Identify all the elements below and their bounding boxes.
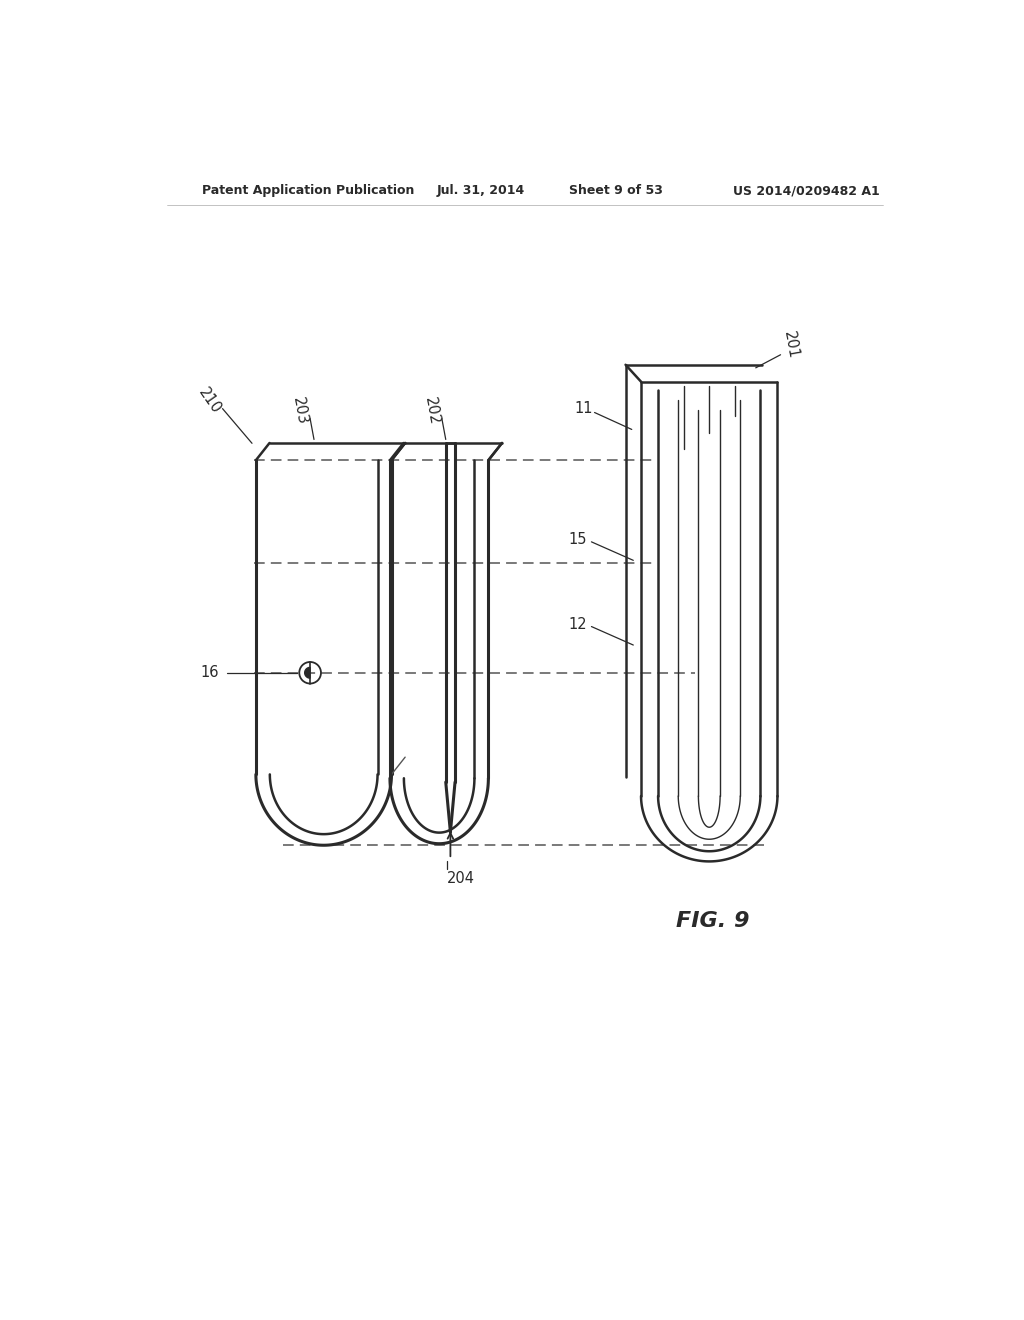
Polygon shape	[305, 668, 310, 678]
Text: Sheet 9 of 53: Sheet 9 of 53	[569, 185, 664, 197]
Text: 11: 11	[574, 401, 593, 416]
Text: 204: 204	[446, 871, 474, 886]
Text: 201: 201	[781, 330, 801, 360]
Text: 16: 16	[200, 665, 219, 680]
Text: Patent Application Publication: Patent Application Publication	[202, 185, 414, 197]
Text: US 2014/0209482 A1: US 2014/0209482 A1	[733, 185, 880, 197]
Text: 203: 203	[290, 396, 310, 426]
Text: FIG. 9: FIG. 9	[677, 911, 750, 931]
Text: 12: 12	[568, 616, 587, 632]
Text: 210: 210	[196, 385, 223, 417]
Text: 202: 202	[422, 396, 441, 426]
Text: Jul. 31, 2014: Jul. 31, 2014	[436, 185, 524, 197]
Text: 15: 15	[568, 532, 587, 546]
